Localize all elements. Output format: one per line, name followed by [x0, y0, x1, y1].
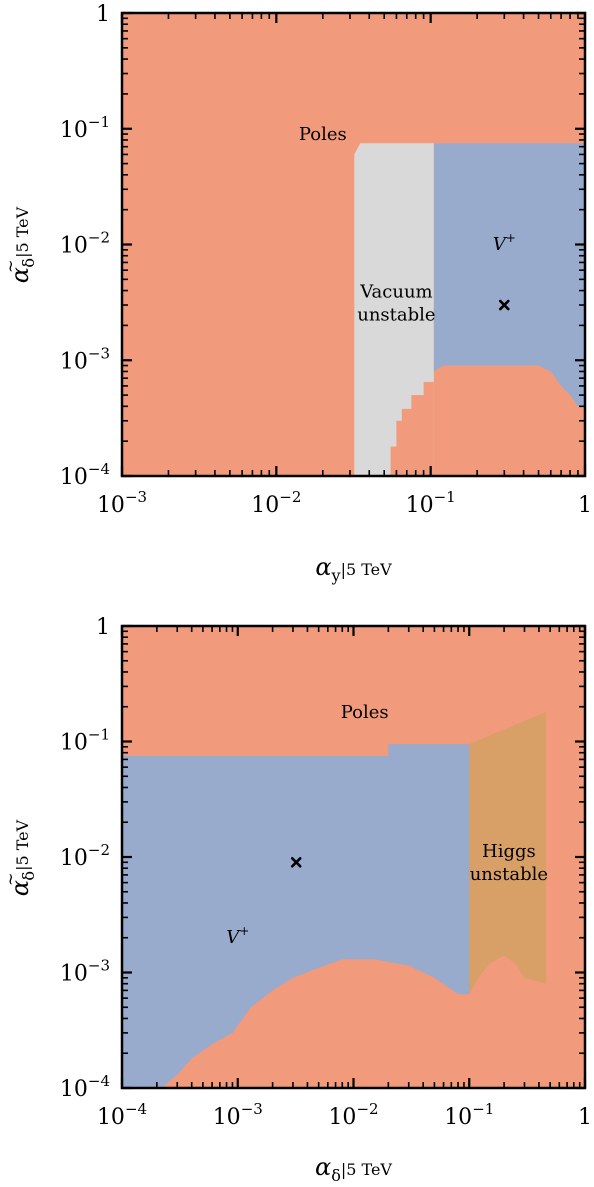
panel2-benchmark-marker — [290, 856, 302, 868]
panel1-y-tick-label: 10−3 — [60, 344, 110, 374]
panel2-region-label-higgs-unstable: Higgs unstable — [470, 841, 548, 885]
panel2-region-label-vplus: V+ — [226, 924, 249, 948]
panel1-ticks — [120, 11, 587, 478]
panel2-plot — [120, 624, 587, 1090]
panel1-region-lower-poles — [390, 381, 434, 476]
panel2-ticks — [120, 624, 587, 1090]
panel1-y-tick-label: 10−4 — [60, 460, 110, 490]
panel1-x-tick-label: 10−1 — [406, 488, 456, 518]
panel1-x-tick-label: 1 — [578, 493, 592, 518]
panel2-x-tick-label: 10−1 — [444, 1100, 494, 1130]
panel1-y-tick-label: 1 — [96, 2, 110, 27]
panel2-x-tick-label: 10−2 — [328, 1100, 378, 1130]
panel2-region-vplus — [122, 744, 470, 1088]
panel1-region-vacuum-unstable — [354, 143, 434, 476]
panel2-y-tick-label: 10−2 — [60, 841, 110, 871]
panel1-y-tick-label: 10−1 — [60, 113, 110, 143]
panel2-y-tick-label: 10−3 — [60, 957, 110, 987]
panel1-region-label-vacuum-unstable: Vacuum unstable — [357, 281, 435, 325]
panel2-y-tick-label: 10−4 — [60, 1072, 110, 1102]
panel1-x-axis-label: αy|5 TeV — [315, 553, 392, 585]
panel2-x-tick-label: 10−3 — [213, 1100, 263, 1130]
panel1-region-label-poles: Poles — [299, 124, 347, 145]
panel2-y-tick-label: 10−1 — [60, 726, 110, 756]
panel1-y-tick-label: 10−2 — [60, 229, 110, 259]
panel2-x-tick-label: 10−4 — [97, 1100, 147, 1130]
panel2-x-tick-label: 1 — [578, 1105, 592, 1130]
panel1-region-vplus — [433, 143, 585, 407]
panel1-x-tick-label: 10−2 — [251, 488, 301, 518]
panel1-x-tick-label: 10−3 — [97, 488, 147, 518]
panel2-region-higgs-unstable — [461, 712, 546, 995]
panel2-x-axis-label: αδ|5 TeV — [315, 1153, 392, 1185]
panel1-region-label-vplus: V+ — [493, 231, 516, 255]
panel1-benchmark-marker — [499, 299, 510, 311]
panel2-y-tick-label: 1 — [96, 615, 110, 640]
panel1-plot — [120, 11, 587, 478]
panel2-y-axis-label: α~δ|5 TeV — [1, 819, 38, 896]
panel1-y-axis-label: α~δ|5 TeV — [1, 206, 38, 283]
panel2-region-label-poles: Poles — [341, 702, 389, 723]
